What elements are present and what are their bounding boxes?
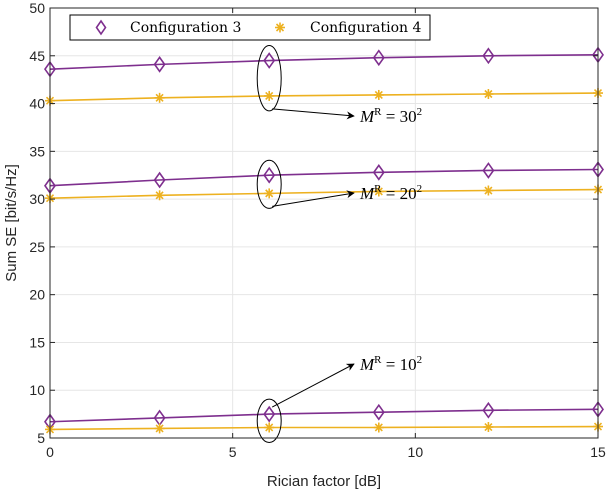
x-tick-label: 10 — [408, 444, 424, 460]
diamond-marker — [372, 403, 385, 421]
annotation-arrow — [271, 363, 355, 408]
asterisk-marker-stroke — [265, 189, 274, 198]
asterisk-marker — [373, 89, 384, 100]
diamond-marker — [263, 405, 276, 423]
diamond-marker — [482, 401, 495, 419]
diamond-marker — [153, 56, 166, 73]
asterisk-marker — [373, 186, 384, 197]
y-tick-label: 40 — [29, 96, 45, 112]
group-ellipse — [256, 45, 282, 112]
y-tick-label: 50 — [29, 0, 45, 16]
x-tick-label: 0 — [46, 444, 54, 460]
asterisk-marker — [264, 188, 275, 199]
grid — [49, 7, 599, 439]
y-tick-label: 45 — [29, 48, 45, 64]
legend-diamond-icon — [95, 19, 107, 36]
series-line — [49, 408, 599, 423]
series-configuration-4 — [45, 421, 603, 435]
annotation-arrow — [272, 108, 355, 120]
annotation-label: MR = 102 — [359, 354, 422, 374]
annotations: MR = 302 MR = 202 MR = 102 — [256, 45, 422, 443]
y-tick-label: 30 — [29, 191, 45, 207]
y-tick-label: 35 — [29, 143, 45, 159]
asterisk-marker-stroke — [484, 422, 493, 432]
plot-frame — [49, 7, 599, 439]
series-configuration-3 — [44, 46, 604, 78]
y-tick-label: 20 — [29, 287, 45, 303]
x-tick-label: 5 — [229, 444, 237, 460]
asterisk-marker-stroke — [155, 424, 164, 433]
series-line — [49, 168, 599, 187]
diamond-marker — [372, 163, 385, 181]
asterisk-marker-stroke — [265, 423, 274, 432]
series-line — [49, 92, 599, 102]
asterisk-marker-stroke — [265, 91, 274, 100]
asterisk-marker — [154, 190, 165, 201]
y-axis-label: Sum SE [bit/s/Hz] — [3, 164, 20, 282]
legend: Configuration 3 Configuration 4 — [69, 14, 431, 41]
series-line — [49, 188, 599, 199]
group-ellipse — [256, 159, 282, 209]
asterisk-marker-stroke — [155, 191, 164, 200]
y-tick-label: 5 — [37, 430, 45, 446]
asterisk-marker-stroke — [275, 23, 285, 32]
y-tick-label: 10 — [29, 382, 45, 398]
y-tick-label: 25 — [29, 239, 45, 255]
asterisk-marker-stroke — [374, 90, 383, 100]
legend-box — [69, 14, 431, 41]
diamond-marker — [482, 47, 495, 65]
diamond-marker — [263, 166, 276, 184]
legend-asterisk-icon — [275, 22, 285, 33]
series-configuration-4 — [45, 184, 603, 204]
diamond-marker — [263, 52, 276, 69]
asterisk-marker — [373, 422, 384, 433]
asterisk-marker — [154, 92, 165, 103]
series-configuration-3 — [44, 400, 604, 431]
annotation-label: MR = 302 — [359, 106, 422, 126]
legend-label-config4: Configuration 4 — [310, 20, 422, 36]
annotation-arrow — [272, 190, 355, 207]
asterisk-marker — [483, 185, 494, 196]
series-line — [49, 54, 599, 70]
series-configuration-3 — [44, 161, 604, 195]
asterisk-marker-stroke — [374, 187, 383, 196]
asterisk-marker-stroke — [484, 89, 493, 99]
asterisk-marker — [154, 423, 165, 434]
asterisk-marker — [264, 90, 275, 101]
annotation-label: MR = 202 — [359, 183, 422, 203]
series-line — [49, 425, 599, 431]
asterisk-marker-stroke — [374, 423, 383, 432]
x-axis-label: Rician factor [dB] — [267, 473, 381, 490]
asterisk-marker — [483, 422, 494, 433]
asterisk-marker — [264, 422, 275, 433]
x-tick-label: 15 — [590, 444, 606, 460]
asterisk-marker-stroke — [484, 186, 493, 195]
diamond-marker — [153, 171, 166, 189]
y-tick-label: 15 — [29, 334, 45, 350]
asterisk-marker — [483, 89, 494, 99]
diamond-marker — [482, 162, 495, 179]
group-ellipse — [256, 398, 282, 443]
diamond-marker — [372, 49, 385, 67]
asterisk-marker-stroke — [155, 93, 164, 102]
legend-label-config3: Configuration 3 — [130, 20, 241, 36]
series-configuration-4 — [45, 88, 603, 106]
series-group — [44, 46, 604, 435]
